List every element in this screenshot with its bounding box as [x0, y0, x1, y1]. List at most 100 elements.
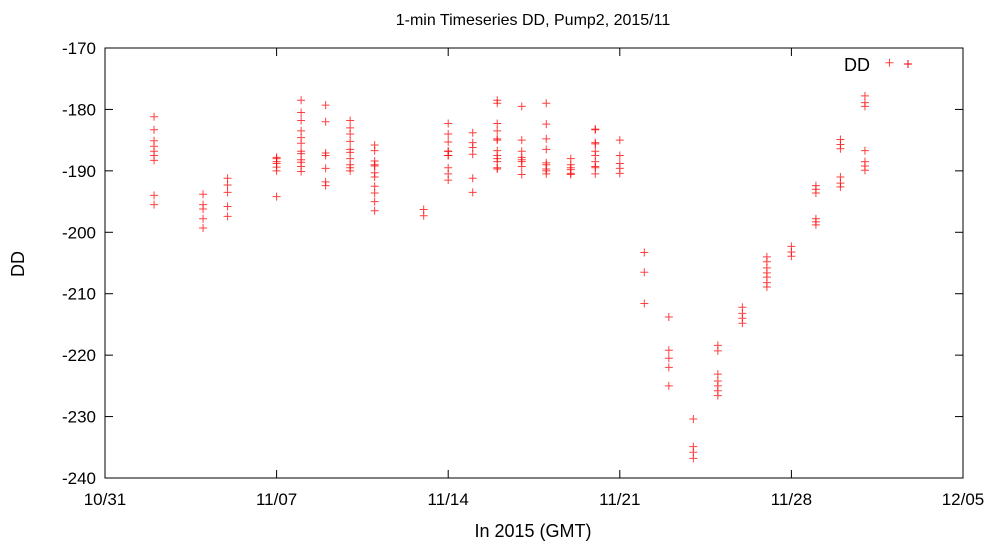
data-point [591, 125, 600, 134]
data-point [150, 125, 159, 134]
data-point [836, 144, 845, 153]
data-point [860, 146, 869, 155]
data-point [223, 188, 232, 197]
y-tick-label: -200 [62, 223, 96, 242]
data-point [517, 162, 526, 171]
y-tick-label: -170 [62, 39, 96, 58]
data-point [713, 391, 722, 400]
x-tick-label: 12/05 [942, 490, 985, 509]
data-point [493, 96, 502, 105]
data-point [321, 164, 330, 173]
x-tick-label: 11/14 [428, 490, 469, 509]
data-point [150, 191, 159, 200]
data-point [762, 268, 771, 277]
data-point [811, 220, 820, 229]
data-point [297, 108, 306, 117]
data-point [517, 155, 526, 164]
data-point [640, 248, 649, 257]
data-point [223, 180, 232, 189]
data-point [640, 299, 649, 308]
data-point [346, 137, 355, 146]
data-point [346, 116, 355, 125]
data-point [787, 252, 796, 261]
data-point [370, 182, 379, 191]
data-point [272, 192, 281, 201]
data-point [297, 116, 306, 125]
data-point [689, 454, 698, 463]
data-point [370, 160, 379, 169]
data-point [517, 170, 526, 179]
data-point [150, 156, 159, 165]
data-point [346, 166, 355, 175]
data-point [419, 211, 428, 220]
data-point [591, 147, 600, 156]
y-tick-label: -190 [62, 162, 96, 181]
data-point [836, 182, 845, 191]
data-point [542, 120, 551, 129]
data-point [444, 137, 453, 146]
data-point [444, 119, 453, 128]
data-point [542, 134, 551, 143]
data-point [689, 415, 698, 424]
data-point [493, 165, 502, 174]
data-point [566, 169, 575, 178]
data-point [223, 212, 232, 221]
data-point [493, 126, 502, 135]
y-ticks: -170 -180 -190 -200 -210 -220 -230 -240 [62, 39, 963, 488]
data-point [738, 319, 747, 328]
data-point [860, 91, 869, 100]
legend-marker-plus [904, 60, 912, 68]
data-point [297, 126, 306, 135]
data-point [321, 181, 330, 190]
data-point [468, 150, 477, 159]
data-point [468, 143, 477, 152]
data-point [468, 174, 477, 183]
y-tick-label: -180 [62, 100, 96, 119]
data-point [860, 102, 869, 111]
y-tick-label: -240 [62, 469, 96, 488]
data-point [493, 154, 502, 163]
data-point [591, 163, 600, 172]
x-axis-label: In 2015 (GMT) [474, 521, 591, 541]
data-point [468, 188, 477, 197]
data-point [615, 151, 624, 160]
data-point [321, 101, 330, 110]
data-point [150, 112, 159, 121]
data-point [444, 130, 453, 138]
data-point [297, 133, 306, 142]
data-point [199, 190, 208, 199]
data-point [150, 200, 159, 209]
data-point [615, 136, 624, 145]
data-point [370, 188, 379, 197]
data-point [713, 346, 722, 355]
data-point [542, 145, 551, 154]
data-point [297, 167, 306, 176]
data-point [468, 128, 477, 137]
data-point [297, 147, 306, 156]
data-point [199, 214, 208, 223]
data-point [321, 151, 330, 160]
chart-title: 1-min Timeseries DD, Pump2, 2015/11 [396, 12, 671, 29]
data-point [811, 188, 820, 197]
data-point [493, 119, 502, 128]
data-point [542, 169, 551, 178]
x-tick-label: 11/07 [256, 490, 297, 509]
data-point [860, 166, 869, 175]
plot-area [104, 47, 964, 479]
data-point [199, 223, 208, 232]
data-point [493, 146, 502, 155]
data-point [297, 96, 306, 105]
data-point [444, 151, 453, 160]
data-point [370, 206, 379, 215]
data-point [517, 136, 526, 145]
x-tick-label: 11/28 [771, 490, 812, 509]
y-tick-label: -230 [62, 408, 96, 427]
legend: DD [844, 55, 912, 75]
data-point [664, 313, 673, 322]
data-point [664, 354, 673, 363]
data-point [272, 166, 281, 175]
y-tick-label: -220 [62, 346, 96, 365]
data-point [370, 146, 379, 155]
data-point [493, 134, 502, 143]
